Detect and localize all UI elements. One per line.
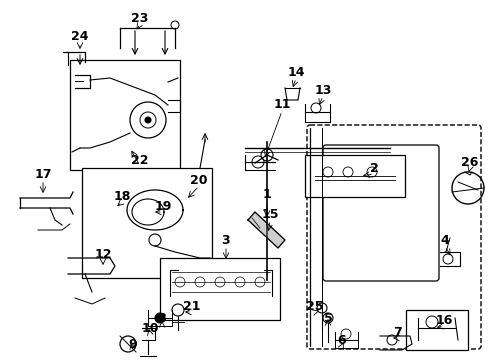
FancyBboxPatch shape xyxy=(323,145,438,281)
Text: 12: 12 xyxy=(94,248,112,261)
Text: 19: 19 xyxy=(154,199,171,212)
Bar xyxy=(82,168,212,278)
Polygon shape xyxy=(247,212,285,248)
Text: 6: 6 xyxy=(337,333,346,346)
Bar xyxy=(405,310,467,350)
Text: 13: 13 xyxy=(314,84,331,96)
Text: 1: 1 xyxy=(262,189,271,202)
Text: 17: 17 xyxy=(34,167,52,180)
Text: 9: 9 xyxy=(128,338,137,351)
Text: 23: 23 xyxy=(131,12,148,24)
Circle shape xyxy=(155,313,164,323)
Text: 8: 8 xyxy=(157,311,166,324)
Text: 18: 18 xyxy=(113,189,130,202)
Text: 21: 21 xyxy=(183,300,201,312)
Text: 16: 16 xyxy=(434,314,452,327)
Circle shape xyxy=(145,117,151,123)
Text: 2: 2 xyxy=(369,162,378,175)
Text: 25: 25 xyxy=(305,300,323,312)
FancyBboxPatch shape xyxy=(306,125,480,349)
Text: 22: 22 xyxy=(131,153,148,166)
Text: 24: 24 xyxy=(71,31,88,44)
Bar xyxy=(160,258,280,320)
Text: 14: 14 xyxy=(286,66,304,78)
Text: 7: 7 xyxy=(393,325,402,338)
Text: 11: 11 xyxy=(273,99,290,112)
Text: 10: 10 xyxy=(141,321,159,334)
Text: 26: 26 xyxy=(460,156,478,168)
Text: 4: 4 xyxy=(440,234,448,247)
Bar xyxy=(305,155,404,197)
Text: 3: 3 xyxy=(221,234,230,247)
Bar xyxy=(70,60,180,170)
Text: 5: 5 xyxy=(323,311,332,324)
Text: 15: 15 xyxy=(261,207,278,220)
Text: 20: 20 xyxy=(190,174,207,186)
